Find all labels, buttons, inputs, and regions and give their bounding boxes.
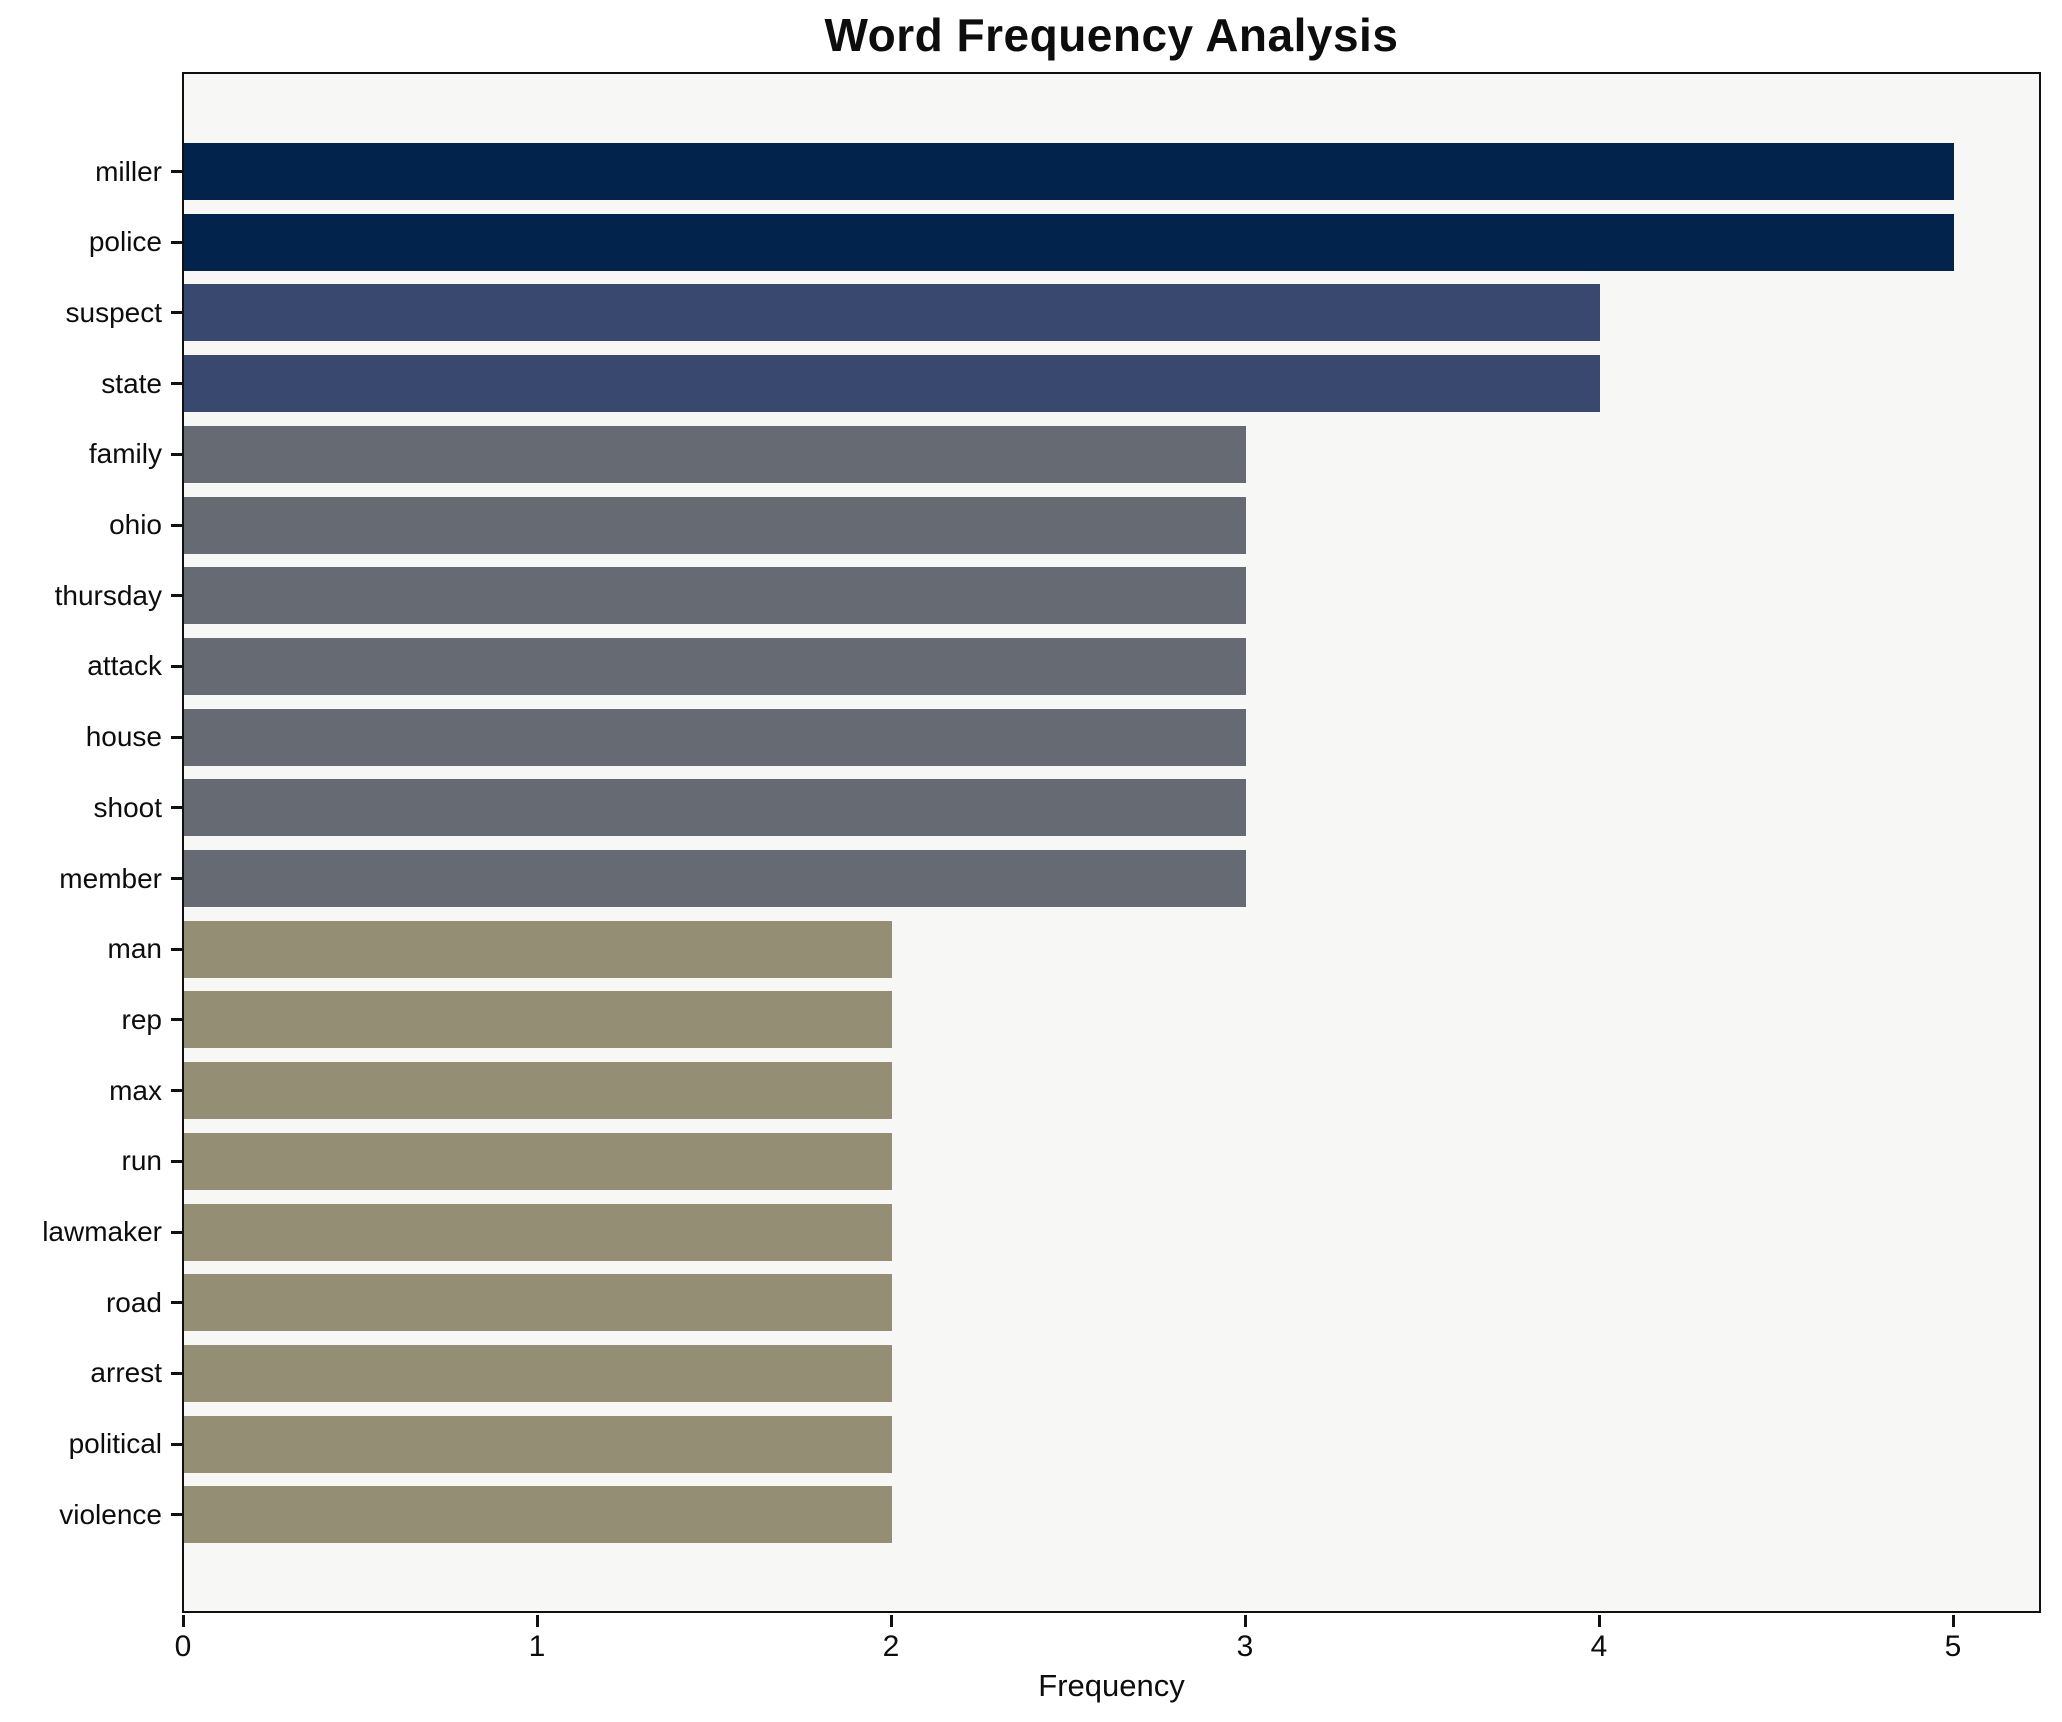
y-tick-mark xyxy=(171,240,182,244)
bar-suspect xyxy=(184,284,1600,342)
y-tick-label-police: police xyxy=(88,226,162,258)
bar-lawmaker xyxy=(184,1203,892,1261)
y-tick-label-ohio: ohio xyxy=(109,509,162,540)
y-tick-label-arrest: arrest xyxy=(90,1357,162,1389)
y-tick-label-violence: violence xyxy=(59,1498,162,1530)
y-tick-label-house: house xyxy=(85,721,162,753)
y-tick-label-rep: rep xyxy=(121,1003,162,1035)
y-tick-label-road: road xyxy=(105,1286,162,1318)
x-tick-label: 3 xyxy=(1236,1630,1254,1663)
bar-man xyxy=(184,920,892,978)
x-tick-label: 0 xyxy=(174,1630,192,1663)
y-tick-mark xyxy=(171,735,182,739)
y-tick-label-suspect: suspect xyxy=(65,296,163,328)
bar-member xyxy=(184,850,1246,907)
bar-arrest xyxy=(184,1344,892,1402)
y-tick-label-attack: attack xyxy=(87,650,162,682)
x-tick-mark xyxy=(535,1615,539,1627)
chart-title: Word Frequency Analysis xyxy=(824,9,1399,61)
bar-run xyxy=(184,1132,892,1190)
y-tick-label-max: max xyxy=(109,1074,162,1106)
y-tick-mark xyxy=(171,170,182,173)
y-tick-label-member: member xyxy=(59,862,162,894)
y-tick-label-thursday: thursday xyxy=(54,579,162,611)
bar-political xyxy=(184,1415,892,1473)
bar-thursday xyxy=(184,567,1246,625)
y-tick-mark xyxy=(171,311,182,315)
bar-attack xyxy=(184,637,1246,695)
x-axis-label: Frequency xyxy=(1038,1668,1185,1703)
y-tick-mark xyxy=(171,1018,182,1022)
bar-violence xyxy=(184,1486,892,1544)
bar-state xyxy=(184,355,1600,413)
bar-miller xyxy=(184,143,1954,200)
y-tick-mark xyxy=(171,947,182,951)
y-tick-mark xyxy=(171,877,182,880)
x-tick-label: 5 xyxy=(1944,1630,1962,1663)
x-tick-label: 1 xyxy=(528,1630,546,1663)
y-tick-mark xyxy=(171,594,182,598)
y-tick-mark xyxy=(171,382,182,386)
x-tick-mark xyxy=(1243,1615,1247,1627)
bar-max xyxy=(184,1062,892,1120)
bar-road xyxy=(184,1274,892,1332)
x-tick-mark xyxy=(1597,1615,1601,1627)
x-tick-label: 4 xyxy=(1590,1630,1608,1663)
bar-police xyxy=(184,213,1954,271)
bar-family xyxy=(184,425,1246,483)
y-tick-label-miller: miller xyxy=(95,155,162,187)
bar-house xyxy=(184,708,1246,766)
x-tick-mark xyxy=(181,1615,185,1627)
y-tick-mark xyxy=(171,1089,182,1093)
y-tick-mark xyxy=(171,1442,182,1446)
bar-shoot xyxy=(184,779,1246,837)
x-tick-label: 2 xyxy=(882,1630,900,1663)
y-tick-mark xyxy=(171,1513,182,1517)
y-tick-label-political: political xyxy=(68,1428,162,1460)
y-tick-mark xyxy=(171,1159,182,1163)
x-tick-mark xyxy=(1951,1615,1955,1627)
y-tick-label-lawmaker: lawmaker xyxy=(42,1216,162,1247)
y-tick-mark xyxy=(171,523,182,527)
y-tick-label-state: state xyxy=(101,367,162,399)
plot-area xyxy=(182,72,2041,1613)
bar-ohio xyxy=(184,496,1246,554)
y-tick-mark xyxy=(171,1371,182,1375)
y-tick-mark xyxy=(171,1301,182,1305)
y-tick-mark xyxy=(171,664,182,668)
y-tick-label-family: family xyxy=(88,438,162,470)
y-tick-label-man: man xyxy=(107,933,162,965)
x-tick-mark xyxy=(889,1615,893,1627)
bar-rep xyxy=(184,991,892,1049)
y-tick-mark xyxy=(171,452,182,456)
y-tick-label-shoot: shoot xyxy=(93,791,163,823)
y-tick-mark xyxy=(171,1230,182,1234)
y-tick-mark xyxy=(171,806,182,810)
y-tick-label-run: run xyxy=(121,1145,162,1177)
